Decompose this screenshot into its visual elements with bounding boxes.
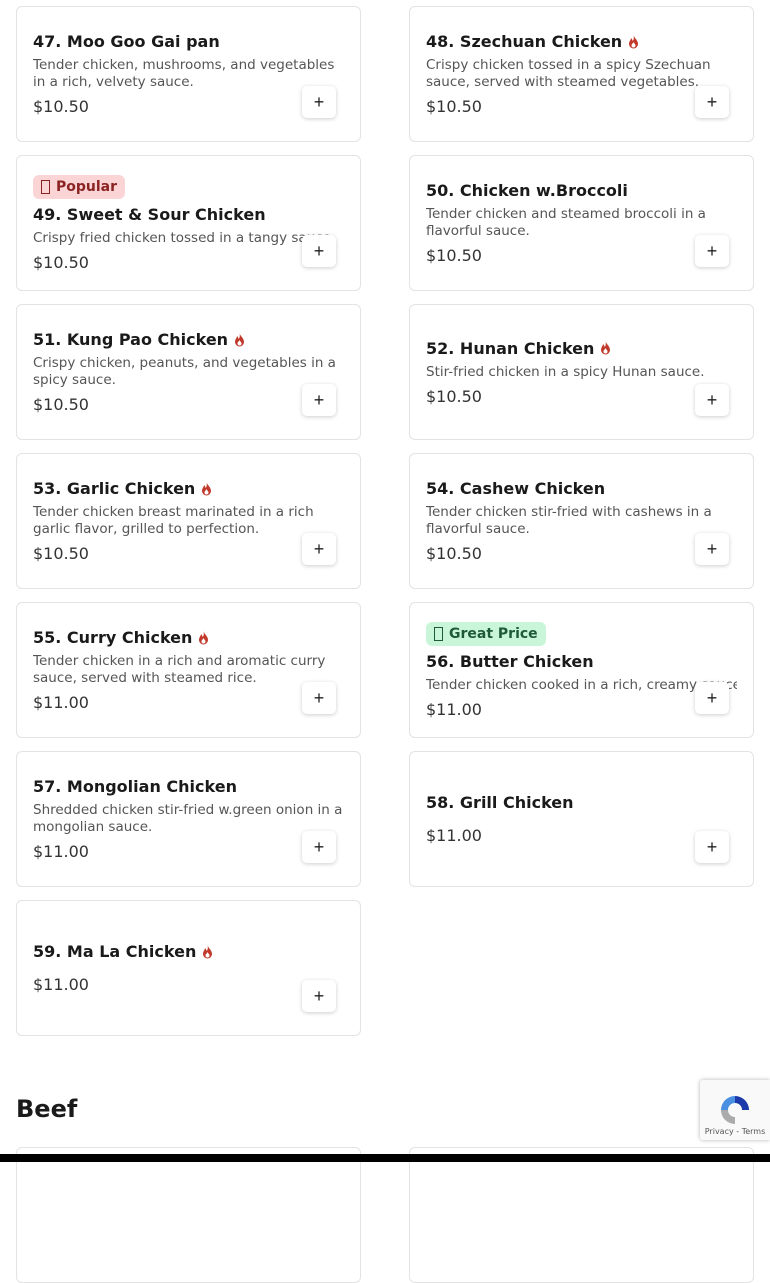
item-price: $10.50 [33,544,89,563]
menu-card[interactable]: 51. Kung Pao Chicken Crispy chicken, pean… [16,304,361,440]
item-price: $11.00 [33,975,89,994]
menu-card[interactable]: 58. Grill Chicken $11.00 + [409,751,754,887]
item-name: 47. Moo Goo Gai pan [33,32,220,51]
item-name: 51. Kung Pao Chicken [33,330,229,349]
spicy-fire-icon [198,630,209,645]
spicy-fire-icon [234,332,245,347]
item-price: $11.00 [33,842,89,861]
badge-icon [434,626,443,641]
item-price: $11.00 [33,693,89,712]
section-heading-beef: Beef [16,1095,78,1123]
menu-card[interactable]: 57. Mongolian Chicken Shredded chicken st… [16,751,361,887]
add-to-cart-button[interactable]: + [695,533,729,565]
item-title: 49. Sweet & Sour Chicken [33,205,344,224]
menu-card[interactable]: 54. Cashew Chicken Tender chicken stir-fr… [409,453,754,589]
item-name: 57. Mongolian Chicken [33,777,237,796]
add-to-cart-button[interactable]: + [302,831,336,863]
item-description: Tender chicken stir-fried with cashews i… [426,504,712,537]
add-to-cart-button[interactable]: + [302,384,336,416]
item-price: $11.00 [426,826,482,845]
add-to-cart-button[interactable]: + [302,235,336,267]
recaptcha-icon [721,1096,749,1124]
add-to-cart-button[interactable]: + [302,533,336,565]
popular-badge: Popular [33,174,126,199]
add-to-cart-button[interactable]: + [695,682,729,714]
item-description: Crispy chicken tossed in a spicy Szechua… [426,57,711,90]
add-to-cart-button[interactable]: + [302,86,336,118]
item-title: 50. Chicken w.Broccoli [426,181,737,200]
item-price: $10.50 [426,246,482,265]
menu-card[interactable]: Popular 49. Sweet & Sour Chicken Crispy fr… [16,155,361,291]
item-title: 57. Mongolian Chicken [33,777,344,796]
item-title: 54. Cashew Chicken [426,479,737,498]
item-price: $10.50 [33,395,89,414]
menu-card[interactable]: 59. Ma La Chicken $11.00 + [16,900,361,1036]
item-price: $10.50 [426,544,482,563]
item-price: $11.00 [426,699,482,719]
item-description: Tender chicken, mushrooms, and vegetable… [33,57,335,90]
item-name: 54. Cashew Chicken [426,479,606,498]
item-title: 52. Hunan Chicken [426,339,737,358]
recaptcha-badge[interactable]: Privacy - Terms [700,1080,770,1140]
item-title: 56. Butter Chicken [426,652,737,671]
menu-card[interactable]: 52. Hunan Chicken Stir-fried chicken in a… [409,304,754,440]
item-name: 56. Butter Chicken [426,651,594,671]
item-price: $10.50 [426,97,482,116]
menu-card[interactable]: 55. Curry Chicken Tender chicken in a ric… [16,602,361,738]
item-name: 50. Chicken w.Broccoli [426,181,628,200]
item-price: $10.50 [33,97,89,116]
spicy-fire-icon [600,341,611,355]
menu-card[interactable]: 48. Szechuan Chicken Crispy chicken tosse… [409,6,754,142]
item-name: 49. Sweet & Sour Chicken [33,204,266,224]
menu-card[interactable] [16,1147,361,1283]
add-to-cart-button[interactable]: + [695,86,729,118]
badge-icon [41,179,50,194]
menu-card[interactable]: 53. Garlic Chicken Tender chicken breast … [16,453,361,589]
item-title: 51. Kung Pao Chicken [33,330,344,349]
item-description: Tender chicken and steamed broccoli in a… [426,206,706,239]
great-price-badge: Great Price [426,621,546,646]
item-description: Crispy chicken, peanuts, and vegetables … [33,355,336,388]
item-price: $10.50 [426,386,482,406]
item-description: Stir-fried chicken in a spicy Hunan sauc… [426,363,705,380]
add-to-cart-button[interactable]: + [302,682,336,714]
item-description: Crispy fried chicken tossed in a tangy s… [33,229,336,246]
item-title: 47. Moo Goo Gai pan [33,32,344,51]
item-title: 48. Szechuan Chicken [426,32,737,51]
add-to-cart-button[interactable]: + [302,980,336,1012]
item-name: 48. Szechuan Chicken [426,32,623,51]
item-title: 58. Grill Chicken [426,793,737,812]
item-name: 59. Ma La Chicken [33,942,197,961]
spicy-fire-icon [628,34,639,49]
item-description: Shredded chicken stir-fried w.green onio… [33,802,343,835]
bottom-bar [0,1154,770,1162]
item-name: 53. Garlic Chicken [33,479,196,498]
item-description: Tender chicken cooked in a rich, creamy … [426,676,737,693]
recaptcha-links[interactable]: Privacy - Terms [704,1127,766,1136]
item-description: Tender chicken breast marinated in a ric… [33,504,314,537]
menu-card[interactable]: Great Price 56. Butter Chicken Tender chic… [409,602,754,738]
item-name: 58. Grill Chicken [426,793,574,812]
item-name: 52. Hunan Chicken [426,338,595,358]
add-to-cart-button[interactable]: + [695,384,729,416]
item-price: $10.50 [33,252,89,272]
badge-label: Popular [56,178,118,195]
add-to-cart-button[interactable]: + [695,831,729,863]
menu-card[interactable]: 47. Moo Goo Gai pan Tender chicken, mushr… [16,6,361,142]
spicy-fire-icon [202,944,213,959]
spicy-fire-icon [201,481,212,496]
item-title: 55. Curry Chicken [33,628,344,647]
item-title: 59. Ma La Chicken [33,942,344,961]
menu-card[interactable]: 50. Chicken w.Broccoli Tender chicken and… [409,155,754,291]
item-name: 55. Curry Chicken [33,628,193,647]
item-description: Tender chicken in a rich and aromatic cu… [33,653,326,686]
item-title: 53. Garlic Chicken [33,479,344,498]
badge-label: Great Price [449,625,538,642]
menu-card[interactable] [409,1147,754,1283]
add-to-cart-button[interactable]: + [695,235,729,267]
